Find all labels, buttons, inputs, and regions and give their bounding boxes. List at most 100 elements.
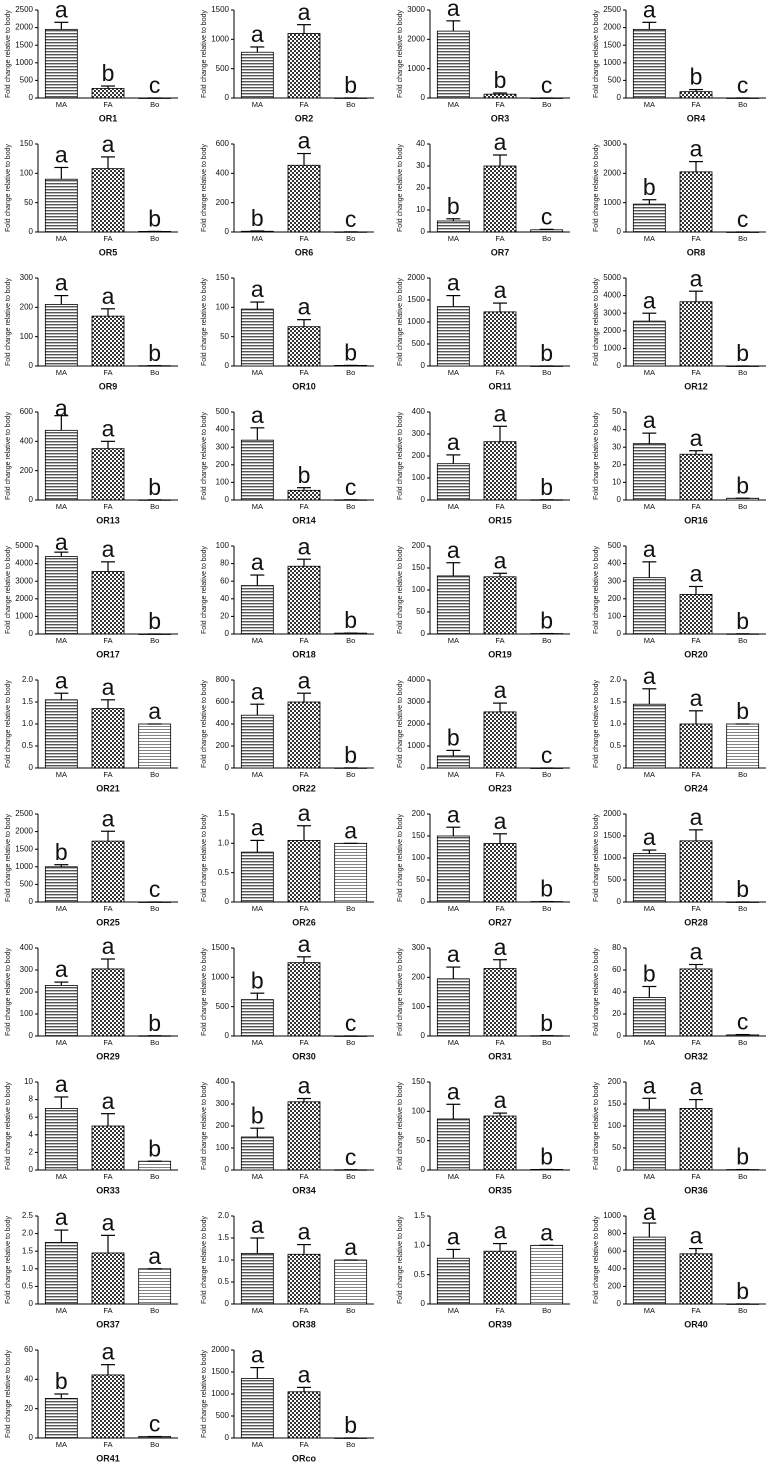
significance-letter: a (251, 1212, 264, 1238)
y-tick-label: 200 (216, 198, 230, 207)
x-tick-label: MA (252, 368, 263, 377)
y-tick-label: 0 (421, 1031, 426, 1040)
y-axis-label: Fold change relative to body (397, 412, 404, 500)
significance-letter: c (541, 72, 553, 98)
x-tick-label: MA (252, 636, 263, 645)
significance-letter: a (298, 1219, 311, 1245)
x-tick-label: Bo (150, 368, 159, 377)
significance-letter: a (102, 1339, 115, 1365)
y-tick-label: 0 (29, 897, 34, 906)
y-tick-label: 5000 (15, 541, 33, 550)
y-tick-label: 0 (617, 763, 622, 772)
bar (436, 1118, 470, 1171)
significance-letter: c (345, 206, 357, 232)
x-tick-label: FA (299, 100, 308, 109)
significance-letter: c (737, 1009, 749, 1035)
bar (483, 441, 517, 501)
x-tick-label: MA (252, 1038, 263, 1047)
significance-letter: a (690, 561, 703, 587)
y-tick-label: 0 (617, 1165, 622, 1174)
chart-title: OR3 (491, 113, 510, 123)
chart-title: OR36 (684, 1185, 708, 1195)
y-tick-label: 1000 (15, 612, 33, 621)
bar (91, 448, 125, 501)
x-tick-label: Bo (542, 1172, 551, 1181)
y-axis-label: Fold change relative to body (5, 680, 12, 768)
x-tick-label: FA (103, 1172, 112, 1181)
y-tick-label: 1000 (603, 58, 621, 67)
x-tick-label: MA (56, 770, 67, 779)
y-tick-label: 0 (421, 629, 426, 638)
y-tick-label: 2500 (15, 5, 33, 14)
x-tick-label: MA (644, 1038, 655, 1047)
significance-letter: a (690, 425, 703, 451)
bar (436, 978, 470, 1037)
y-tick-label: 0 (617, 897, 622, 906)
y-tick-label: 500 (216, 407, 230, 416)
bar (632, 853, 666, 903)
bar (138, 723, 172, 769)
bar (726, 723, 760, 769)
y-tick-label: 200 (412, 972, 426, 981)
significance-letter: a (690, 265, 703, 291)
y-tick-label: 1000 (603, 344, 621, 353)
x-tick-label: Bo (150, 1038, 159, 1047)
bar (679, 594, 713, 635)
significance-letter: a (494, 129, 507, 155)
x-tick-label: FA (299, 1440, 308, 1449)
significance-letter: a (690, 136, 703, 162)
bar (679, 968, 713, 1037)
bar (287, 489, 321, 501)
y-tick-label: 1000 (407, 741, 425, 750)
y-tick-label: 200 (608, 594, 622, 603)
x-tick-label: Bo (542, 234, 551, 243)
bar (483, 1115, 517, 1171)
chart-title: OR2 (295, 113, 314, 123)
y-tick-label: 2.0 (610, 675, 622, 684)
x-tick-label: MA (644, 770, 655, 779)
y-tick-label: 50 (612, 1143, 621, 1152)
y-tick-label: 800 (216, 675, 230, 684)
x-tick-label: MA (448, 1306, 459, 1315)
chart-title: OR28 (684, 917, 708, 927)
bar (679, 723, 713, 769)
bar (44, 985, 78, 1037)
y-axis-label: Fold change relative to body (593, 1216, 600, 1304)
y-tick-label: 20 (612, 460, 621, 469)
y-tick-label: 400 (608, 559, 622, 568)
y-tick-label: 1500 (15, 844, 33, 853)
significance-letter: a (447, 941, 460, 967)
y-tick-label: 1.5 (218, 1233, 230, 1242)
bar (44, 1398, 78, 1439)
bar (91, 708, 125, 769)
x-tick-label: MA (644, 904, 655, 913)
x-tick-label: MA (56, 234, 67, 243)
y-tick-label: 0 (225, 1165, 230, 1174)
y-tick-label: 400 (216, 1077, 230, 1086)
y-tick-label: 1000 (211, 34, 229, 43)
y-tick-label: 300 (412, 943, 426, 952)
x-tick-label: MA (644, 1306, 655, 1315)
significance-letter: a (494, 934, 507, 960)
y-axis-label: Fold change relative to body (593, 412, 600, 500)
y-tick-label: 500 (216, 1411, 230, 1420)
x-tick-label: Bo (346, 1440, 355, 1449)
x-tick-label: MA (448, 1038, 459, 1047)
bar (483, 93, 517, 99)
significance-letter: b (540, 1143, 553, 1169)
x-tick-label: FA (299, 234, 308, 243)
bar (287, 164, 321, 233)
chart-title: OR21 (96, 783, 120, 793)
bar (138, 1268, 172, 1305)
significance-letter: a (251, 276, 264, 302)
x-tick-label: Bo (738, 100, 747, 109)
x-tick-label: MA (448, 636, 459, 645)
y-axis-label: Fold change relative to body (201, 1216, 208, 1304)
significance-letter: a (298, 128, 311, 154)
significance-letter: b (344, 1412, 357, 1438)
y-tick-label: 0 (617, 1031, 622, 1040)
significance-letter: a (447, 270, 460, 296)
x-tick-label: Bo (150, 100, 159, 109)
bar (287, 701, 321, 769)
